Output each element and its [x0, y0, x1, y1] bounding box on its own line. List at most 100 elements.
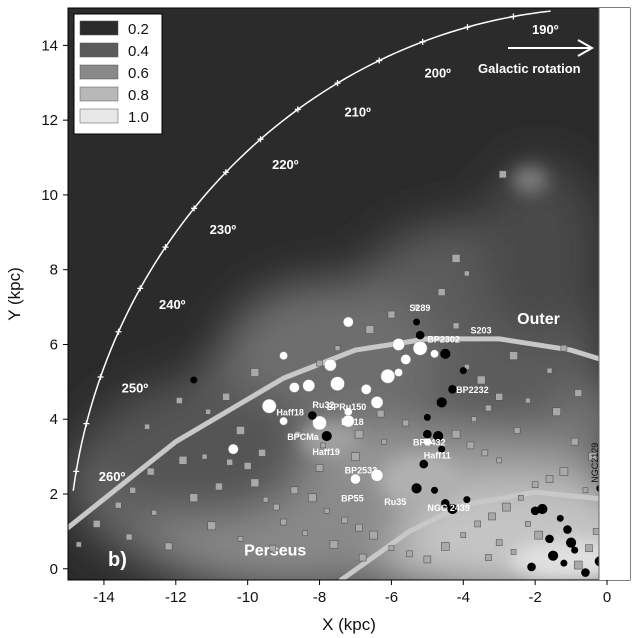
y-tick-label: 6 — [50, 336, 58, 353]
gray-square-point — [146, 467, 155, 476]
arc-tick — [115, 328, 122, 335]
legend-swatch — [79, 20, 119, 36]
black-circle-point — [415, 330, 425, 340]
longitude-label: 250º — [122, 380, 149, 395]
cluster-label: BP2533 — [345, 465, 378, 475]
black-circle-point — [459, 367, 467, 375]
white-circle-point — [228, 443, 239, 455]
black-circle-point — [190, 376, 198, 384]
cluster-label: BP55 — [341, 493, 364, 503]
black-circle-point — [419, 459, 429, 469]
cluster-label: Ru32 — [312, 400, 334, 410]
longitude-arc-line — [72, 10, 551, 491]
gray-square-point — [323, 508, 330, 514]
black-circle-point — [565, 537, 577, 548]
gray-square-point — [525, 397, 531, 404]
white-circle-point — [350, 473, 361, 485]
gray-square-point — [476, 375, 486, 385]
gray-square-point — [205, 408, 211, 415]
black-circle-point — [433, 430, 444, 442]
y-tick-label: 4 — [50, 411, 58, 428]
gray-square-point — [329, 540, 339, 549]
black-circle-point — [423, 413, 431, 421]
black-circle-point — [413, 318, 421, 326]
black-circle-point — [545, 534, 554, 544]
gray-square-point — [531, 481, 539, 488]
arc-tick — [222, 169, 229, 176]
gray-square-point — [570, 437, 579, 446]
gray-square-point — [451, 254, 461, 263]
legend-swatch — [79, 64, 119, 80]
x-tick-label: -6 — [385, 589, 398, 606]
gray-square-point — [496, 457, 503, 464]
gray-square-point — [258, 449, 266, 457]
arm-perseus — [338, 489, 610, 580]
y-tick-label: 10 — [41, 187, 58, 204]
gray-square-point — [452, 322, 460, 330]
longitude-label: 240º — [159, 297, 186, 312]
white-circle-point — [412, 341, 428, 356]
black-circle-point — [423, 429, 432, 439]
white-circle-point — [279, 416, 288, 426]
gray-square-point — [222, 393, 230, 401]
white-circle-point — [343, 316, 354, 328]
gray-square-point — [387, 310, 396, 319]
legend: 0.2 0.4 0.6 0.8 1.0 — [73, 13, 163, 135]
gray-square-point — [440, 542, 450, 551]
gray-square-point — [369, 530, 378, 540]
gray-square-point — [423, 555, 432, 564]
cluster-label: NGC 2439 — [427, 503, 470, 513]
gray-square-point — [237, 536, 244, 542]
gray-square-point — [354, 429, 364, 439]
longitude-label: 230º — [210, 222, 237, 237]
cluster-label: BP2432 — [413, 437, 446, 447]
gray-square-point — [545, 475, 554, 483]
arc-tick — [334, 80, 341, 87]
gray-square-point — [75, 541, 82, 548]
black-circle-point — [581, 568, 590, 577]
black-circle-point — [571, 546, 579, 554]
gray-square-point — [466, 441, 475, 450]
gray-square-point — [471, 416, 477, 423]
cluster-label: BPRu150 — [327, 402, 367, 412]
arc-tick — [464, 24, 471, 31]
gray-square-point — [351, 452, 360, 461]
cluster-label: BP18 — [341, 417, 364, 427]
gray-square-point — [355, 523, 363, 532]
gray-square-point — [413, 303, 420, 311]
gray-square-point — [341, 516, 348, 524]
arm-label-outer: Outer — [517, 311, 560, 328]
black-circle-point — [308, 411, 317, 420]
white-circle-point — [312, 415, 327, 431]
longitude-label: 210º — [344, 104, 371, 119]
arc-tick — [83, 420, 90, 427]
longitude-label: 220º — [272, 157, 299, 172]
gray-square-point — [495, 539, 503, 546]
cluster-label: BPCMa — [287, 432, 319, 442]
gray-square-point — [201, 453, 208, 460]
legend-swatch — [79, 86, 119, 102]
gray-square-point — [517, 494, 524, 501]
legend-swatch — [79, 108, 119, 124]
cluster-label: Haff11 — [424, 450, 451, 460]
black-circle-point — [431, 486, 439, 494]
gray-square-point — [302, 530, 308, 537]
white-circle-point — [430, 349, 439, 359]
cluster-label: Haff19 — [312, 447, 340, 457]
white-circle-point — [262, 398, 277, 414]
white-circle-point — [324, 358, 337, 372]
arc-tick — [137, 285, 144, 292]
black-circle-point — [560, 559, 568, 567]
gray-square-point — [207, 521, 217, 531]
gray-square-point — [502, 502, 511, 512]
arc-tick — [162, 244, 169, 251]
gray-square-point — [176, 397, 183, 404]
arc-tick — [376, 57, 383, 64]
gray-square-point — [273, 503, 280, 511]
gray-square-point — [574, 389, 583, 397]
gray-square-point — [151, 509, 158, 516]
gray-square-point — [388, 545, 395, 552]
x-tick-label: -2 — [528, 589, 541, 606]
